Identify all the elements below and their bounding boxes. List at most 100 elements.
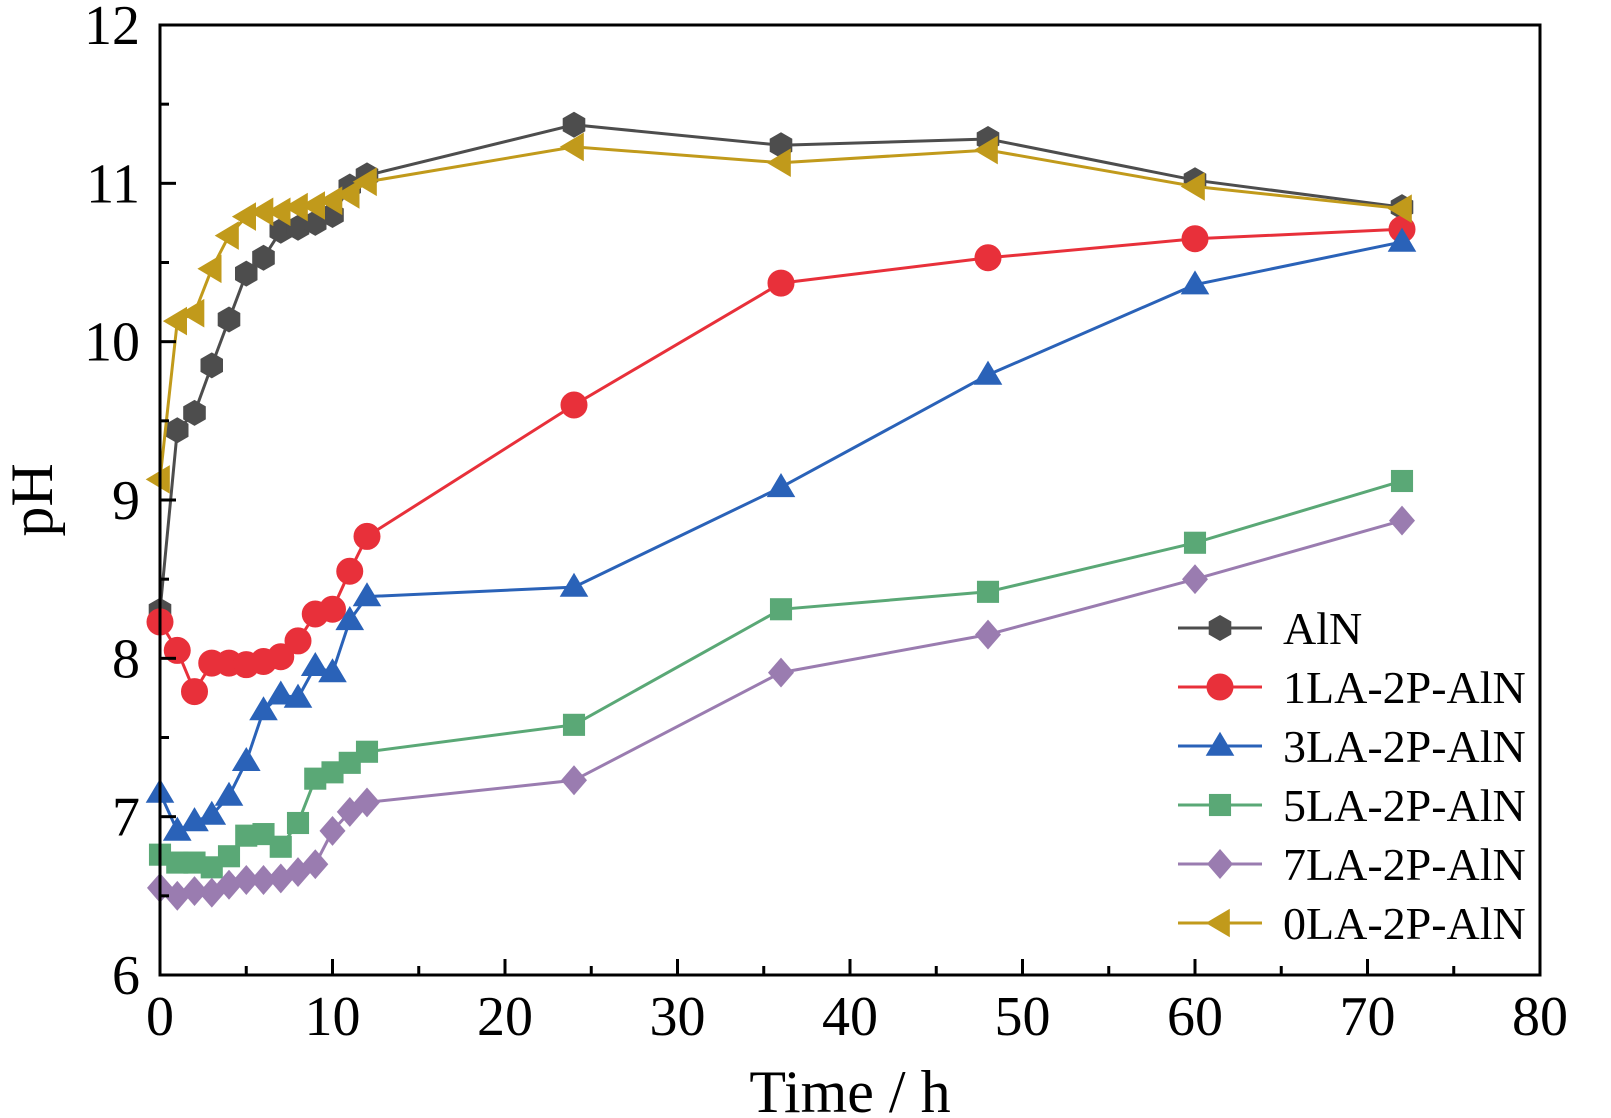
data-point <box>162 816 192 841</box>
series-1 <box>148 111 1414 624</box>
legend-label: 1LA-2P-AlN <box>1283 662 1526 713</box>
data-point <box>338 751 361 774</box>
data-point <box>319 816 346 846</box>
legend-label: 3LA-2P-AlN <box>1283 721 1526 772</box>
data-point <box>1180 270 1210 295</box>
data-point <box>1181 225 1209 253</box>
data-point <box>976 580 1000 603</box>
data-point <box>335 606 365 631</box>
x-tick-label: 0 <box>146 986 174 1048</box>
data-point <box>217 845 241 868</box>
y-tick-label: 6 <box>112 945 140 1007</box>
data-point <box>164 880 191 911</box>
data-point <box>183 399 206 426</box>
x-tick-label: 70 <box>1340 986 1396 1048</box>
data-point <box>200 352 223 379</box>
data-point <box>559 132 584 162</box>
x-tick-label: 20 <box>477 986 533 1048</box>
data-point <box>286 214 310 241</box>
legend-label: 5LA-2P-AlN <box>1283 780 1526 831</box>
legend-marker <box>1205 731 1235 756</box>
legend-item: AlN <box>1178 603 1362 654</box>
data-point <box>335 180 360 209</box>
y-tick-label: 7 <box>112 787 140 849</box>
x-tick-label: 40 <box>822 986 878 1048</box>
data-point <box>1387 194 1412 223</box>
data-point <box>1390 469 1414 493</box>
data-point <box>302 849 329 880</box>
data-point <box>319 595 346 623</box>
data-point <box>975 619 1001 650</box>
data-point <box>181 876 208 906</box>
data-point <box>1389 505 1415 536</box>
legend-item: 0LA-2P-AlN <box>1178 898 1526 949</box>
data-point <box>180 298 205 328</box>
data-point <box>318 186 343 216</box>
data-point <box>200 856 223 879</box>
legend-marker <box>1208 793 1232 817</box>
data-point <box>269 835 292 858</box>
data-point <box>300 652 330 676</box>
data-point <box>249 696 278 721</box>
data-point <box>183 851 206 874</box>
data-point <box>321 761 344 784</box>
data-point <box>769 598 793 621</box>
data-point <box>559 572 589 597</box>
data-point <box>249 197 274 227</box>
data-point <box>266 197 291 227</box>
legend-label: AlN <box>1283 603 1362 654</box>
data-point <box>252 823 275 846</box>
data-point <box>562 713 586 736</box>
data-point <box>1183 531 1207 554</box>
data-point <box>766 473 796 498</box>
x-tick-label: 10 <box>305 986 361 1048</box>
data-point <box>198 877 225 908</box>
series-3 <box>145 227 1417 841</box>
legend: AlN 1LA-2P-AlN 3LA-2P-AlN 5LA-2P-AlN 7LA-2P-… <box>1178 603 1526 949</box>
data-point <box>266 680 296 705</box>
x-tick-label: 50 <box>995 986 1051 1048</box>
data-point <box>1180 172 1205 201</box>
legend-label: 7LA-2P-AlN <box>1283 839 1526 890</box>
y-tick-label: 11 <box>86 153 140 215</box>
legend-marker <box>1208 615 1232 641</box>
data-point <box>267 643 295 671</box>
data-point <box>304 767 327 790</box>
data-point <box>1182 564 1208 595</box>
data-point <box>285 857 311 887</box>
data-point <box>197 800 227 825</box>
x-tick-label: 80 <box>1512 986 1568 1048</box>
data-point <box>767 269 795 297</box>
series-4 <box>148 469 1414 879</box>
data-point <box>162 306 187 336</box>
data-point <box>214 221 239 250</box>
legend-item: 1LA-2P-AlN <box>1178 662 1526 713</box>
data-point <box>181 678 208 706</box>
data-point <box>214 781 244 806</box>
data-point <box>252 244 275 271</box>
legend-label: 0LA-2P-AlN <box>1283 898 1526 949</box>
data-point <box>235 824 258 847</box>
y-axis-title: pH <box>0 463 65 536</box>
legend-item: 3LA-2P-AlN <box>1178 721 1526 772</box>
data-point <box>353 522 381 550</box>
data-point <box>354 787 380 818</box>
series-2 <box>146 215 1416 706</box>
data-point <box>235 260 258 287</box>
data-point <box>145 465 170 494</box>
series-5 <box>147 505 1415 911</box>
y-tick-label: 10 <box>84 312 140 374</box>
data-point <box>216 869 242 900</box>
legend-marker <box>1205 908 1230 938</box>
data-point <box>318 658 347 683</box>
legend-item: 7LA-2P-AlN <box>1178 839 1526 890</box>
data-point <box>180 807 209 832</box>
data-point <box>561 765 587 796</box>
data-point <box>768 657 794 688</box>
y-tick-label: 8 <box>112 628 140 690</box>
data-point <box>231 202 256 231</box>
x-axis-title: Time / h <box>749 1059 950 1118</box>
